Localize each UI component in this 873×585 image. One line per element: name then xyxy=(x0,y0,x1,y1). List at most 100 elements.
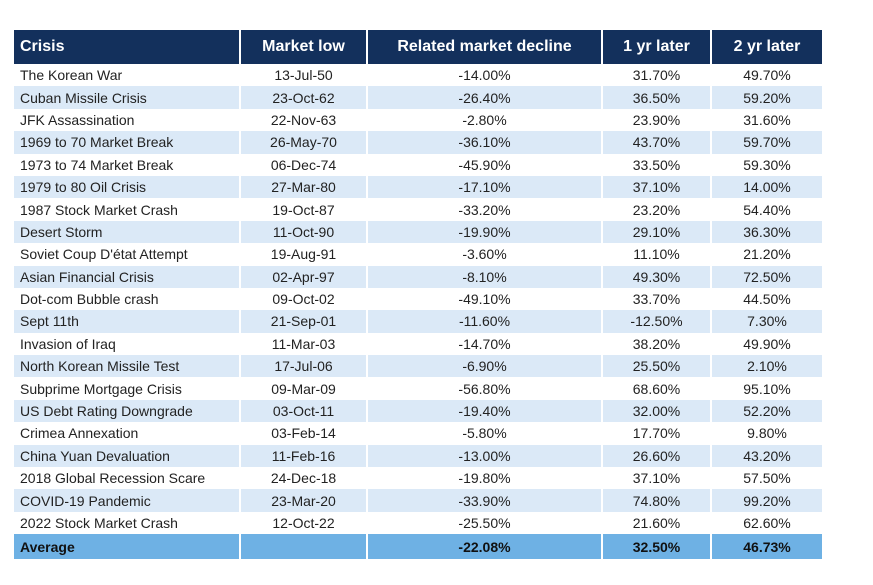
two-yr-later-cell: 49.70% xyxy=(711,64,822,87)
decline-cell: -11.60% xyxy=(367,310,603,333)
decline-cell: -8.10% xyxy=(367,265,603,288)
table-row: Dot-com Bubble crash 09-Oct-02 -49.10% 33.7… xyxy=(14,287,822,311)
table-body: The Korean War 13-Jul-50 -14.00% 31.70% 49.7… xyxy=(14,64,822,535)
one-yr-later-cell: 23.90% xyxy=(602,108,712,132)
crisis-name-cell: Invasion of Iraq xyxy=(14,332,241,356)
market-low-cell: 23-Mar-20 xyxy=(240,489,368,512)
market-low-cell: 17-Jul-06 xyxy=(240,355,368,378)
table-row: Sept 11th 21-Sep-01 -11.60% -12.50% 7.30% xyxy=(14,310,822,333)
table-row: 1969 to 70 Market Break 26-May-70 -36.10% 4… xyxy=(14,131,822,154)
two-yr-later-cell: 2.10% xyxy=(711,355,822,378)
table-row: The Korean War 13-Jul-50 -14.00% 31.70% 49.7… xyxy=(14,64,822,87)
table-header: Crisis Market low Related market decline… xyxy=(14,30,822,64)
two-yr-later-cell: 43.20% xyxy=(711,444,822,468)
one-yr-later-cell: 68.60% xyxy=(602,377,712,400)
crisis-name-cell: COVID-19 Pandemic xyxy=(14,489,241,512)
market-low-cell: 09-Mar-09 xyxy=(240,377,368,400)
two-yr-later-cell: 95.10% xyxy=(711,377,822,400)
two-yr-later-cell: 52.20% xyxy=(711,399,822,423)
table-row: Cuban Missile Crisis 23-Oct-62 -26.40% 36.5… xyxy=(14,86,822,109)
decline-cell: -17.10% xyxy=(367,175,603,199)
header-related-market-decline: Related market decline xyxy=(367,30,603,64)
table-row: Soviet Coup D'état Attempt 19-Aug-91 -3.60… xyxy=(14,243,822,266)
crisis-name-cell: 2022 Stock Market Crash xyxy=(14,511,241,535)
header-crisis: Crisis xyxy=(14,30,241,64)
decline-cell: -5.80% xyxy=(367,422,603,445)
crisis-name-cell: Soviet Coup D'état Attempt xyxy=(14,243,241,266)
table-row: Invasion of Iraq 11-Mar-03 -14.70% 38.20% 49… xyxy=(14,332,822,356)
market-low-cell: 03-Feb-14 xyxy=(240,422,368,445)
market-low-cell: 22-Nov-63 xyxy=(240,108,368,132)
crisis-name-cell: Cuban Missile Crisis xyxy=(14,86,241,109)
table-row: China Yuan Devaluation 11-Feb-16 -13.00% 26… xyxy=(14,444,822,468)
table-row: North Korean Missile Test 17-Jul-06 -6.90%… xyxy=(14,355,822,378)
two-yr-later-cell: 59.70% xyxy=(711,131,822,154)
decline-cell: -19.80% xyxy=(367,467,603,490)
crisis-name-cell: JFK Assassination xyxy=(14,108,241,132)
crisis-name-cell: 2018 Global Recession Scare xyxy=(14,467,241,490)
market-low-cell: 23-Oct-62 xyxy=(240,86,368,109)
crisis-name-cell: Sept 11th xyxy=(14,310,241,333)
market-low-cell: 11-Feb-16 xyxy=(240,444,368,468)
one-yr-later-cell: 25.50% xyxy=(602,355,712,378)
two-yr-later-cell: 59.20% xyxy=(711,86,822,109)
crisis-name-cell: The Korean War xyxy=(14,64,241,87)
two-yr-later-cell: 21.20% xyxy=(711,243,822,266)
table-row: Crimea Annexation 03-Feb-14 -5.80% 17.70% 9.… xyxy=(14,422,822,445)
one-yr-later-cell: 43.70% xyxy=(602,131,712,154)
average-2-yr-later: 46.73% xyxy=(711,534,822,560)
crisis-name-cell: 1979 to 80 Oil Crisis xyxy=(14,175,241,199)
decline-cell: -2.80% xyxy=(367,108,603,132)
crisis-name-cell: Dot-com Bubble crash xyxy=(14,287,241,311)
decline-cell: -6.90% xyxy=(367,355,603,378)
market-low-cell: 19-Aug-91 xyxy=(240,243,368,266)
decline-cell: -33.90% xyxy=(367,489,603,512)
table-row: 1973 to 74 Market Break 06-Dec-74 -45.90% 3… xyxy=(14,153,822,176)
table-row: COVID-19 Pandemic 23-Mar-20 -33.90% 74.80% 9… xyxy=(14,489,822,512)
one-yr-later-cell: 74.80% xyxy=(602,489,712,512)
decline-cell: -19.40% xyxy=(367,399,603,423)
decline-cell: -25.50% xyxy=(367,511,603,535)
table-row: 2022 Stock Market Crash 12-Oct-22 -25.50% 2… xyxy=(14,511,822,535)
market-low-cell: 13-Jul-50 xyxy=(240,64,368,87)
crisis-name-cell: Subprime Mortgage Crisis xyxy=(14,377,241,400)
table-row: 1987 Stock Market Crash 19-Oct-87 -33.20% 2… xyxy=(14,198,822,221)
decline-cell: -45.90% xyxy=(367,153,603,176)
one-yr-later-cell: 37.10% xyxy=(602,467,712,490)
average-decline: -22.08% xyxy=(367,534,603,560)
one-yr-later-cell: 33.50% xyxy=(602,153,712,176)
decline-cell: -3.60% xyxy=(367,243,603,266)
header-1-yr-later: 1 yr later xyxy=(602,30,712,64)
market-low-cell: 26-May-70 xyxy=(240,131,368,154)
two-yr-later-cell: 44.50% xyxy=(711,287,822,311)
one-yr-later-cell: 32.00% xyxy=(602,399,712,423)
crisis-name-cell: US Debt Rating Downgrade xyxy=(14,399,241,423)
one-yr-later-cell: 17.70% xyxy=(602,422,712,445)
decline-cell: -19.90% xyxy=(367,220,603,244)
two-yr-later-cell: 49.90% xyxy=(711,332,822,356)
header-2-yr-later: 2 yr later xyxy=(711,30,822,64)
average-market-low xyxy=(240,534,368,560)
two-yr-later-cell: 57.50% xyxy=(711,467,822,490)
one-yr-later-cell: 11.10% xyxy=(602,243,712,266)
two-yr-later-cell: 31.60% xyxy=(711,108,822,132)
market-low-cell: 06-Dec-74 xyxy=(240,153,368,176)
two-yr-later-cell: 99.20% xyxy=(711,489,822,512)
decline-cell: -14.00% xyxy=(367,64,603,87)
two-yr-later-cell: 36.30% xyxy=(711,220,822,244)
table-row: JFK Assassination 22-Nov-63 -2.80% 23.90% 31… xyxy=(14,108,822,132)
crisis-name-cell: Desert Storm xyxy=(14,220,241,244)
market-low-cell: 11-Oct-90 xyxy=(240,220,368,244)
header-market-low: Market low xyxy=(240,30,368,64)
one-yr-later-cell: -12.50% xyxy=(602,310,712,333)
market-low-cell: 03-Oct-11 xyxy=(240,399,368,423)
crisis-name-cell: 1969 to 70 Market Break xyxy=(14,131,241,154)
one-yr-later-cell: 29.10% xyxy=(602,220,712,244)
table-footer: Average -22.08% 32.50% 46.73% xyxy=(14,534,822,560)
decline-cell: -26.40% xyxy=(367,86,603,109)
decline-cell: -13.00% xyxy=(367,444,603,468)
one-yr-later-cell: 37.10% xyxy=(602,175,712,199)
table-row: 1979 to 80 Oil Crisis 27-Mar-80 -17.10% 37.… xyxy=(14,175,822,199)
crisis-name-cell: North Korean Missile Test xyxy=(14,355,241,378)
table-row: Desert Storm 11-Oct-90 -19.90% 29.10% 36.30% xyxy=(14,220,822,244)
